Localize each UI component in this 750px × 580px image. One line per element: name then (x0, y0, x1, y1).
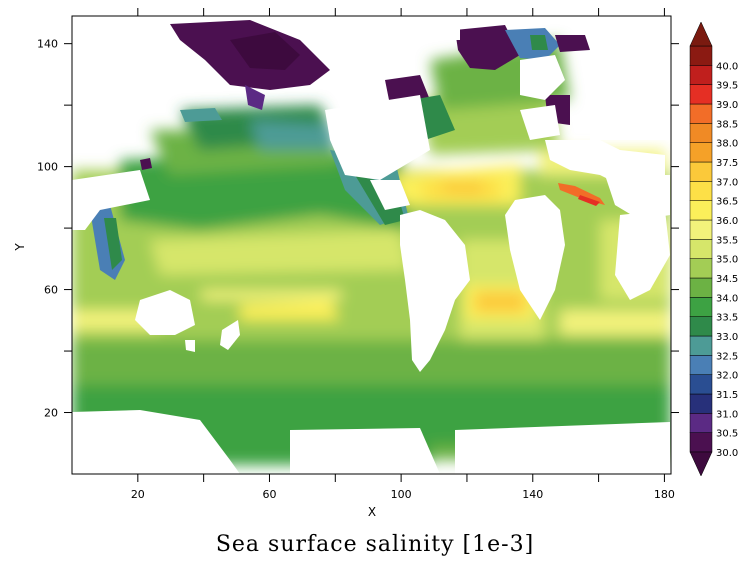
colorbar-label: 36.0 (716, 216, 738, 227)
colorbar-swatch (689, 65, 713, 85)
colorbar-label: 31.5 (716, 390, 738, 401)
colorbar-swatch (689, 277, 713, 298)
y-tick-label: 140 (37, 38, 58, 51)
colorbar-label: 34.5 (716, 274, 738, 285)
colorbar-label: 33.5 (716, 313, 738, 324)
colorbar-swatch (689, 239, 713, 259)
chart-title: Sea surface salinity [1e-3] (215, 532, 535, 557)
y-tick-label: 20 (44, 407, 58, 420)
axis-ticks: 20 60 100 140 180 20 60 100 140 (37, 8, 679, 501)
colorbar-swatch (689, 393, 713, 414)
colorbar-extend-max (689, 21, 713, 47)
colorbar-swatch (689, 123, 713, 143)
colorbar-label: 36.5 (716, 197, 738, 208)
x-tick-label: 20 (131, 488, 145, 501)
colorbar-label: 40.0 (716, 61, 738, 72)
colorbar-swatch (689, 142, 713, 163)
colorbar-label: 31.0 (716, 409, 738, 420)
colorbar-swatch (689, 103, 713, 124)
colorbar-label: 35.0 (716, 255, 738, 266)
colorbar-label: 37.0 (716, 177, 738, 188)
colorbar-label: 39.0 (716, 100, 738, 111)
colorbar-swatch (689, 335, 713, 356)
x-tick-label: 140 (522, 488, 543, 501)
colorbar-label: 30.0 (716, 448, 738, 459)
colorbar-swatch (689, 258, 713, 279)
colorbar-swatch (689, 297, 713, 317)
colorbar-swatch (689, 355, 713, 375)
x-axis-label: X (368, 505, 376, 519)
x-tick-label: 100 (391, 488, 412, 501)
colorbar-label: 33.0 (716, 332, 738, 343)
colorbar-swatch (689, 316, 713, 337)
y-tick-label: 60 (44, 284, 58, 297)
colorbar-swatch (689, 374, 713, 395)
colorbar-swatch (689, 84, 713, 105)
salinity-map (72, 16, 671, 474)
colorbar-swatch (689, 219, 713, 240)
colorbar-label: 39.5 (716, 81, 738, 92)
colorbar-label: 37.5 (716, 158, 738, 169)
x-tick-label: 180 (654, 488, 675, 501)
colorbar-label: 34.0 (716, 293, 738, 304)
colorbar-swatch (689, 432, 713, 453)
x-tick-label: 60 (262, 488, 276, 501)
colorbar-label: 35.5 (716, 235, 738, 246)
colorbar-label: 32.5 (716, 351, 738, 362)
colorbar-label: 38.5 (716, 119, 738, 130)
y-axis-label: Y (13, 243, 27, 252)
y-tick-label: 100 (37, 161, 58, 174)
colorbar: 30.0 30.5 31.0 31.5 32.0 32.5 33.0 33.5 34.0 34.5… (689, 21, 738, 477)
colorbar-swatch (689, 161, 713, 182)
colorbar-extend-min (689, 451, 713, 477)
colorbar-swatch (689, 181, 713, 201)
colorbar-label: 38.0 (716, 139, 738, 150)
plot-frame (71, 15, 672, 475)
colorbar-label: 32.0 (716, 371, 738, 382)
colorbar-swatch (689, 413, 713, 433)
colorbar-label: 30.5 (716, 429, 738, 440)
colorbar-swatch (689, 200, 713, 221)
colorbar-swatch (689, 45, 713, 66)
